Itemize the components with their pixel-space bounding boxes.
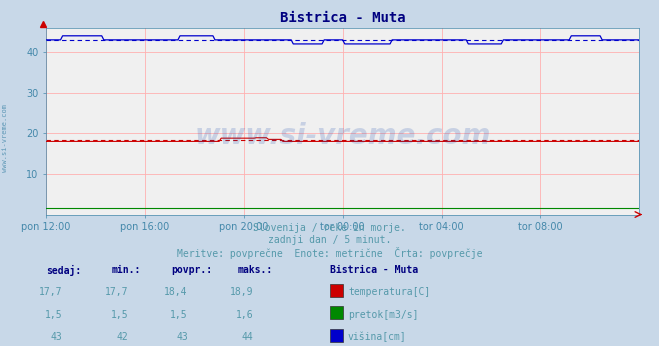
Text: maks.:: maks.:: [237, 265, 272, 275]
Text: višina[cm]: višina[cm]: [348, 332, 407, 343]
Text: 17,7: 17,7: [105, 287, 129, 297]
Text: 43: 43: [51, 332, 63, 342]
Text: sedaj:: sedaj:: [46, 265, 81, 276]
Text: Slovenija / reke in morje.: Slovenija / reke in morje.: [253, 223, 406, 233]
Text: 43: 43: [176, 332, 188, 342]
Text: temperatura[C]: temperatura[C]: [348, 287, 430, 297]
Text: 1,6: 1,6: [236, 310, 254, 320]
Text: 1,5: 1,5: [111, 310, 129, 320]
Text: zadnji dan / 5 minut.: zadnji dan / 5 minut.: [268, 235, 391, 245]
Text: Meritve: povprečne  Enote: metrične  Črta: povprečje: Meritve: povprečne Enote: metrične Črta:…: [177, 247, 482, 260]
Text: min.:: min.:: [112, 265, 142, 275]
Text: 18,4: 18,4: [164, 287, 188, 297]
Title: Bistrica - Muta: Bistrica - Muta: [280, 11, 405, 25]
Text: www.si-vreme.com: www.si-vreme.com: [2, 104, 9, 172]
Text: 1,5: 1,5: [45, 310, 63, 320]
Text: pretok[m3/s]: pretok[m3/s]: [348, 310, 418, 320]
Text: 44: 44: [242, 332, 254, 342]
Text: Bistrica - Muta: Bistrica - Muta: [330, 265, 418, 275]
Text: 17,7: 17,7: [39, 287, 63, 297]
Text: 18,9: 18,9: [230, 287, 254, 297]
Text: 1,5: 1,5: [170, 310, 188, 320]
Text: www.si-vreme.com: www.si-vreme.com: [194, 122, 491, 150]
Text: povpr.:: povpr.:: [171, 265, 212, 275]
Text: 42: 42: [117, 332, 129, 342]
